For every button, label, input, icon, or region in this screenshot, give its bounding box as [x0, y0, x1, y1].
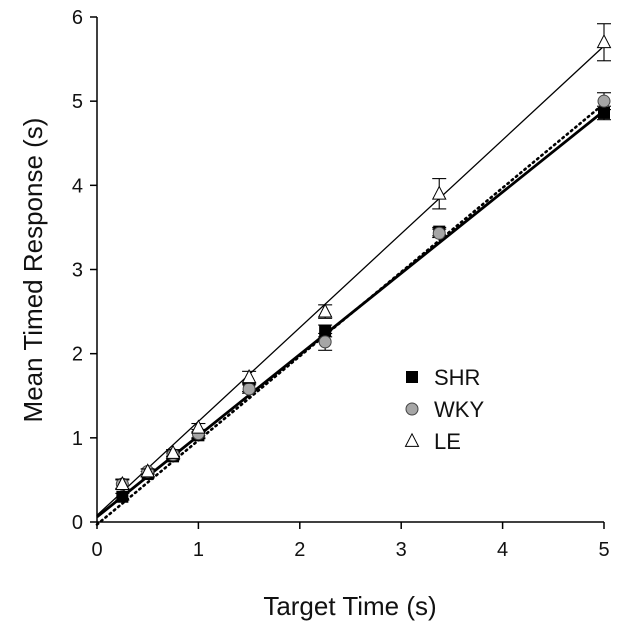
legend-marker-shr — [406, 371, 418, 383]
x-tick-label: 3 — [396, 539, 407, 561]
legend-marker-le — [404, 432, 420, 447]
x-tick-label: 0 — [91, 539, 102, 561]
series-wky — [115, 92, 611, 491]
legend: SHR WKY LE — [404, 365, 484, 454]
legend-label-shr: SHR — [434, 365, 480, 390]
legend-marker-wky — [405, 402, 419, 416]
data-point-wky — [318, 335, 332, 349]
data-point-wky — [242, 382, 256, 396]
y-tick-label: 0 — [72, 512, 83, 534]
fit-line-le — [96, 45, 605, 516]
series-le — [115, 23, 612, 491]
data-point-shr — [116, 490, 129, 503]
data-point-le — [165, 444, 181, 459]
y-tick-label: 4 — [72, 175, 83, 197]
data-point-wky — [432, 226, 446, 240]
data-point-le — [191, 419, 206, 434]
y-tick-label: 3 — [72, 260, 83, 282]
legend-label-wky: WKY — [434, 397, 484, 422]
y-tick-label: 2 — [72, 344, 83, 366]
y-tick-label: 1 — [72, 428, 83, 450]
y-tick-label: 6 — [72, 7, 83, 29]
data-point-le — [596, 33, 612, 49]
x-tick-label: 2 — [294, 539, 305, 561]
data-point-le — [431, 185, 447, 200]
x-axis-title: Target Time (s) — [263, 591, 436, 621]
x-tick-label: 4 — [497, 539, 508, 561]
legend-label-le: LE — [434, 429, 461, 454]
plot-area — [95, 23, 612, 526]
axes: 0 1 2 3 4 5 6 0 1 2 3 4 5 — [72, 7, 610, 561]
data-point-le — [317, 303, 333, 318]
x-tick-label: 5 — [598, 539, 609, 561]
x-tick-label: 1 — [193, 539, 204, 561]
y-axis-title: Mean Timed Response (s) — [18, 118, 48, 423]
data-point-le — [241, 368, 257, 384]
data-point-le — [115, 475, 130, 491]
data-point-wky — [597, 94, 611, 108]
fit-line-wky — [95, 102, 606, 526]
y-tick-label: 5 — [72, 91, 83, 113]
data-point-le — [140, 463, 156, 478]
